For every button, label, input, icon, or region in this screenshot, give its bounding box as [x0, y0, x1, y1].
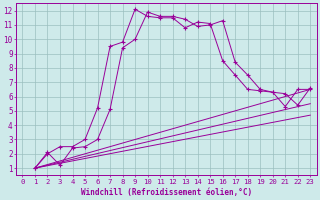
X-axis label: Windchill (Refroidissement éolien,°C): Windchill (Refroidissement éolien,°C)	[81, 188, 252, 197]
